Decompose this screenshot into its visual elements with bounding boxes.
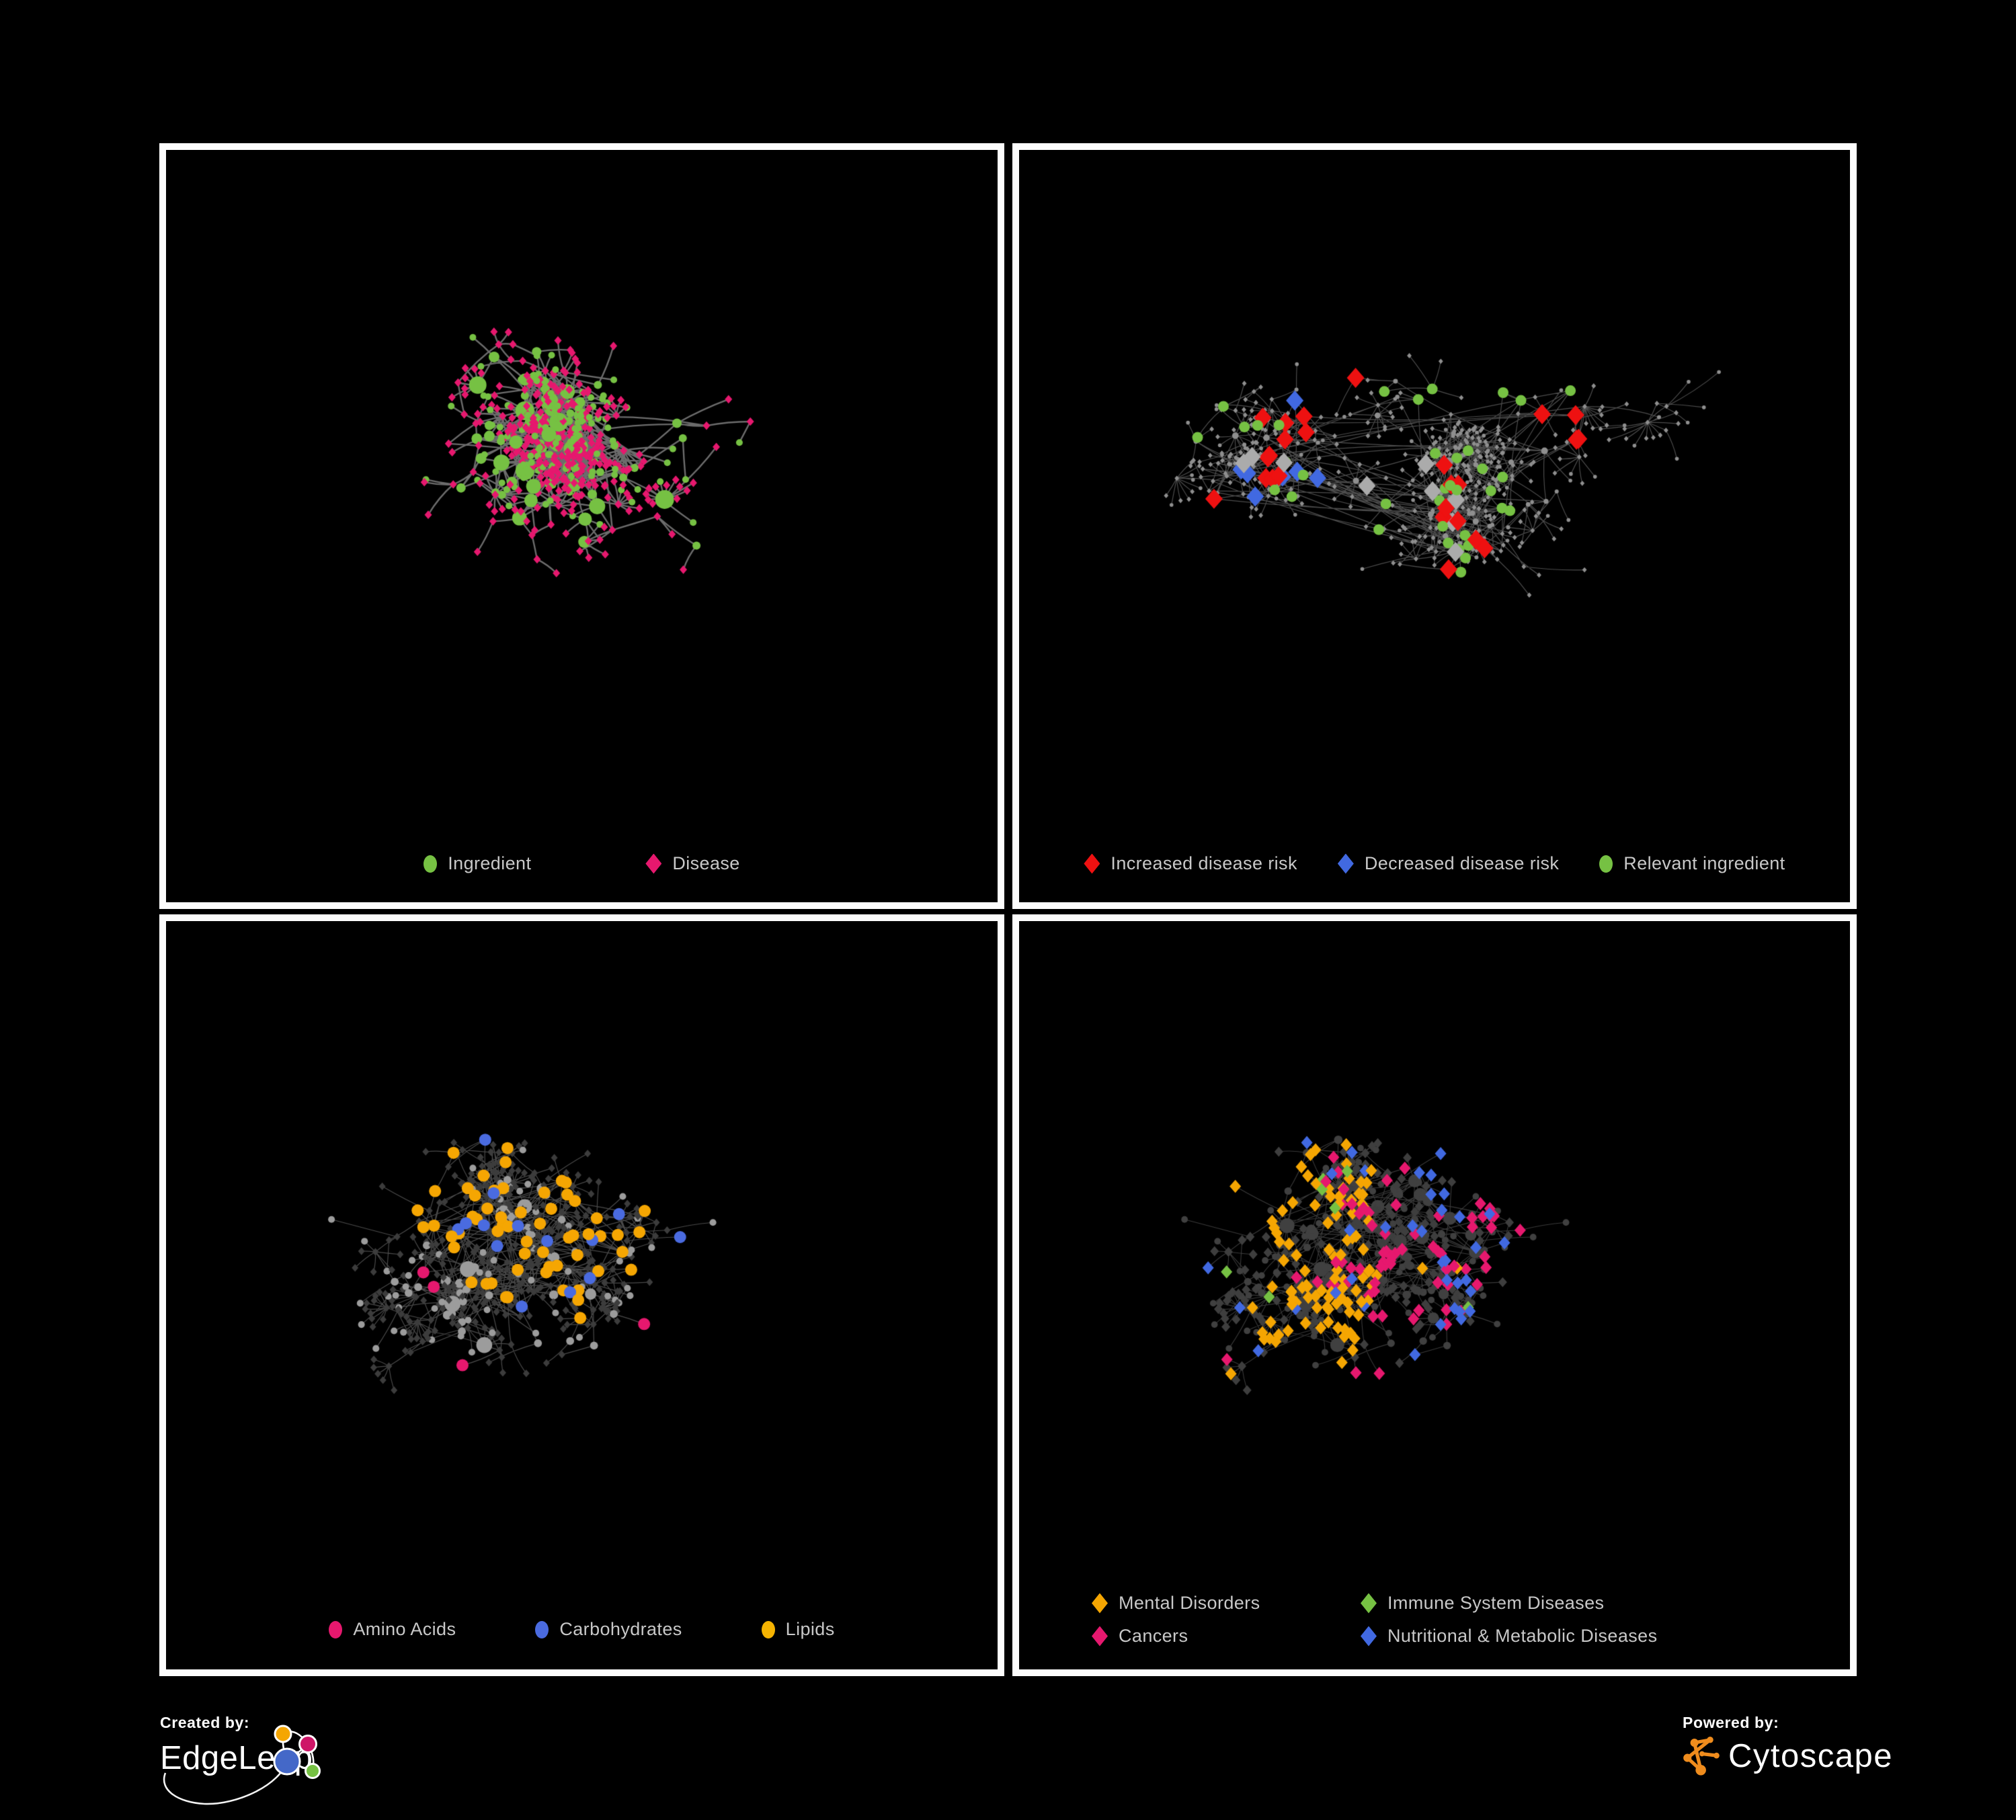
network-canvas-nutrient-classes xyxy=(166,921,998,1669)
decreased-risk-diamond-swatch xyxy=(1337,853,1354,874)
immune-system-diamond-swatch xyxy=(1361,1593,1377,1614)
legend-nutrient-classes: Amino Acids Carbohydrates Lipids xyxy=(166,1619,998,1640)
created-by-label: Created by: xyxy=(160,1714,250,1731)
powered-by-label: Powered by: xyxy=(1683,1714,1779,1731)
legend-label: Cancers xyxy=(1119,1626,1188,1646)
legend-item-nutritional-metabolic-diseases: Nutritional & Metabolic Diseases xyxy=(1361,1626,1777,1647)
edgeleap-logo-icon xyxy=(273,1725,321,1779)
edgeleap-logo: EdgeLeap xyxy=(160,1725,415,1782)
mental-disorders-diamond-swatch xyxy=(1092,1593,1108,1614)
legend-label: Nutritional & Metabolic Diseases xyxy=(1387,1626,1658,1646)
nutritional-metabolic-diamond-swatch xyxy=(1361,1626,1377,1647)
legend-item-lipids: Lipids xyxy=(761,1619,835,1640)
cytoscape-logo-icon xyxy=(1683,1737,1720,1776)
cytoscape-credit: Powered by: Cytosc xyxy=(1683,1714,1892,1788)
cancers-diamond-swatch xyxy=(1092,1626,1108,1647)
legend-item-decreased-risk: Decreased disease risk xyxy=(1337,853,1560,874)
legend-label: Immune System Diseases xyxy=(1387,1593,1605,1613)
relevant-ingredient-circle-swatch xyxy=(1599,855,1613,873)
amino-acids-circle-swatch xyxy=(329,1620,343,1638)
legend-label: Disease xyxy=(672,853,740,873)
legend-item-disease: Disease xyxy=(645,853,739,874)
legend-ingredient-disease: Ingredient Disease xyxy=(166,853,998,874)
legend-disease-risk: Increased disease risk Decreased disease… xyxy=(1019,853,1850,874)
carbohydrates-circle-swatch xyxy=(535,1620,549,1638)
disease-diamond-swatch xyxy=(645,853,662,874)
network-canvas-disease-risk xyxy=(1019,150,1850,902)
increased-risk-diamond-swatch xyxy=(1084,853,1100,874)
panel-disease-risk: Increased disease risk Decreased disease… xyxy=(1012,143,1857,909)
legend-item-amino-acids: Amino Acids xyxy=(329,1619,456,1640)
legend-label: Decreased disease risk xyxy=(1364,853,1560,873)
legend-disease-classes: Mental Disorders Immune System Diseases … xyxy=(1019,1593,1850,1647)
panel-nutrient-classes: Amino Acids Carbohydrates Lipids xyxy=(159,914,1004,1676)
network-canvas-disease-classes xyxy=(1019,921,1850,1669)
legend-label: Ingredient xyxy=(448,853,532,873)
legend-item-carbohydrates: Carbohydrates xyxy=(535,1619,682,1640)
cytoscape-logo-text: Cytoscape xyxy=(1728,1738,1894,1774)
network-canvas-ingredient-disease xyxy=(166,150,998,902)
legend-label: Amino Acids xyxy=(353,1619,456,1639)
legend-label: Carbohydrates xyxy=(559,1619,682,1639)
legend-item-ingredient: Ingredient xyxy=(424,853,531,874)
panel-disease-classes: Mental Disorders Immune System Diseases … xyxy=(1012,914,1857,1676)
lipids-circle-swatch xyxy=(761,1620,775,1638)
legend-item-increased-risk: Increased disease risk xyxy=(1084,853,1297,874)
legend-item-cancers: Cancers xyxy=(1092,1626,1361,1647)
legend-item-mental-disorders: Mental Disorders xyxy=(1092,1593,1361,1614)
ingredient-circle-swatch xyxy=(424,855,438,873)
legend-item-immune-system-diseases: Immune System Diseases xyxy=(1361,1593,1777,1614)
edgeleap-credit: Created by: EdgeLeap xyxy=(160,1714,415,1815)
legend-label: Mental Disorders xyxy=(1119,1593,1260,1613)
legend-label: Relevant ingredient xyxy=(1623,853,1785,873)
legend-label: Lipids xyxy=(785,1619,835,1639)
cytoscape-logo: Cytoscape xyxy=(1683,1735,1892,1778)
legend-item-relevant-ingredient: Relevant ingredient xyxy=(1599,853,1785,874)
legend-label: Increased disease risk xyxy=(1111,853,1297,873)
panel-ingredient-disease: Ingredient Disease xyxy=(159,143,1004,909)
